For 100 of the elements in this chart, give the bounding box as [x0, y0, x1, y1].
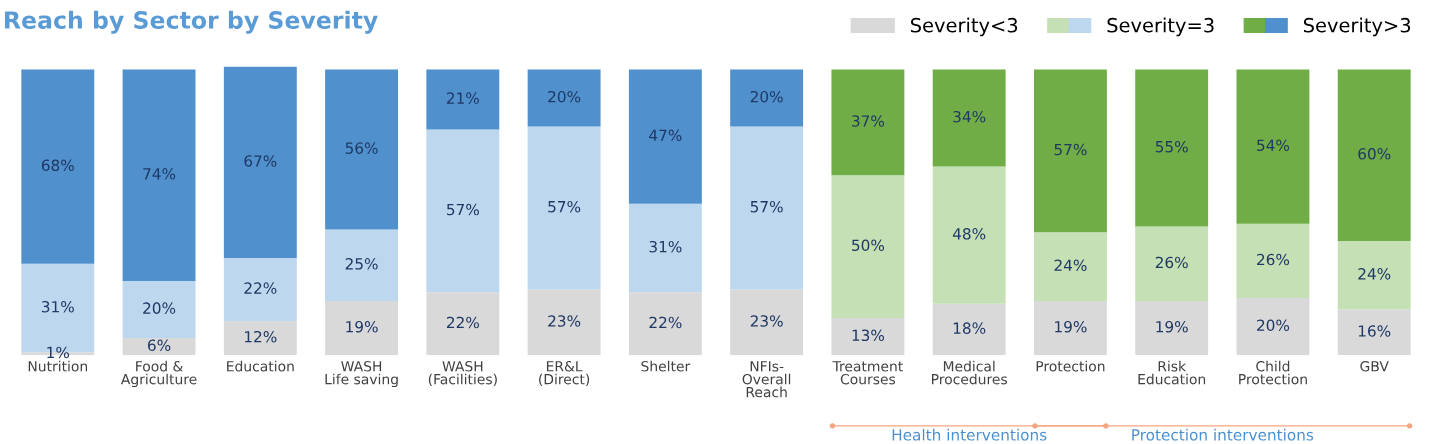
data-label: 25% [345, 258, 378, 270]
x-tick-label: Medical Procedures [932, 360, 1007, 385]
data-label: 48% [952, 228, 986, 240]
x-tick-label: Education [227, 360, 294, 372]
bar [932, 303, 1006, 356]
legend-label: Severity<3 [911, 17, 1018, 37]
bar [730, 126, 804, 290]
bar [932, 69, 1006, 167]
bar [1135, 300, 1209, 356]
data-label: 19% [1055, 320, 1087, 333]
bar [426, 129, 500, 293]
data-label: 26% [1155, 256, 1188, 269]
bar [730, 289, 804, 356]
legend-label: Severity>3 [1303, 17, 1411, 37]
data-label: 18% [953, 322, 986, 334]
data-label: 54% [1257, 139, 1290, 152]
data-label: 20% [750, 90, 783, 103]
data-label: 67% [244, 155, 277, 167]
data-label: 20% [548, 90, 581, 103]
bar [628, 203, 702, 293]
data-label: 22% [446, 316, 479, 329]
data-label: 20% [143, 302, 176, 314]
x-tick-label: Risk Education [1138, 360, 1206, 385]
bar [223, 320, 297, 356]
bar [831, 69, 905, 176]
legend-label: Severity=3 [1107, 17, 1214, 37]
data-label: 57% [750, 200, 783, 213]
bar [1135, 226, 1209, 301]
data-label: 31% [649, 240, 682, 253]
x-tick-label: GBV [1360, 361, 1389, 372]
data-label: 23% [750, 315, 783, 327]
data-label: 34% [953, 110, 986, 123]
bar [1236, 298, 1310, 356]
bar [1033, 232, 1107, 301]
bar [426, 292, 500, 356]
bar [426, 69, 500, 130]
bar [527, 69, 601, 127]
bar [21, 69, 95, 264]
bar [223, 66, 297, 259]
bar [527, 126, 601, 290]
bar [932, 166, 1006, 304]
data-label: 20% [1257, 319, 1290, 332]
bar [831, 175, 905, 319]
x-tick-label: Food & Agriculture [120, 360, 197, 388]
data-label: 60% [1358, 148, 1391, 160]
bar [1236, 223, 1310, 299]
data-label: 50% [852, 239, 885, 252]
data-label: 6% [148, 339, 171, 352]
data-label: 22% [244, 282, 277, 294]
bar [325, 69, 399, 230]
text: Health interventions [892, 428, 1047, 441]
data-label: 57% [447, 203, 479, 216]
x-tick-label: Nutrition [28, 360, 88, 372]
data-label: 47% [649, 129, 682, 142]
x-tick-label: NFIs- Overall Reach [742, 361, 791, 398]
chart-title: Reach by Sector by Severity [5, 10, 378, 34]
x-tick-label: Protection [1036, 360, 1105, 372]
bar [122, 280, 196, 339]
data-label: 24% [1358, 268, 1391, 280]
data-label: 16% [1358, 325, 1391, 337]
data-label: 57% [1054, 143, 1087, 156]
x-tick-label: Shelter [641, 360, 691, 372]
bar [122, 338, 196, 356]
bar [1135, 69, 1209, 227]
data-label: 24% [1054, 259, 1087, 272]
bar [628, 292, 702, 356]
data-label: 56% [345, 142, 378, 154]
data-label: 68% [41, 159, 74, 172]
bar [223, 258, 297, 321]
data-label: 21% [446, 92, 479, 104]
data-label: 37% [852, 115, 885, 127]
bar [1236, 69, 1310, 224]
x-tick-label: Treatment Courses [832, 361, 903, 385]
x-tick-label: WASH (Facilities) [428, 361, 497, 387]
data-label: 1% [47, 346, 70, 359]
data-label: 74% [143, 168, 176, 180]
bar [1337, 69, 1411, 241]
x-tick-label: WASH Life saving [325, 361, 398, 388]
data-label: 26% [1257, 253, 1290, 266]
data-label: 12% [245, 330, 277, 343]
data-label: 23% [548, 315, 581, 327]
bar [122, 69, 196, 281]
bar [1033, 300, 1107, 356]
bar [1033, 69, 1107, 233]
data-label: 31% [41, 300, 74, 313]
data-label: 19% [346, 320, 378, 333]
data-label: 22% [649, 316, 682, 329]
data-label: 13% [852, 329, 885, 342]
bar [1337, 309, 1411, 356]
bar [1337, 240, 1411, 310]
data-label: 57% [548, 200, 581, 213]
text: Protection interventions [1132, 428, 1314, 441]
bar [527, 289, 601, 356]
bar [325, 300, 399, 356]
bar [730, 69, 804, 127]
data-label: 19% [1156, 320, 1188, 333]
data-label: 55% [1155, 140, 1188, 153]
bar [628, 69, 702, 204]
bar [325, 229, 399, 301]
bar [831, 318, 905, 356]
